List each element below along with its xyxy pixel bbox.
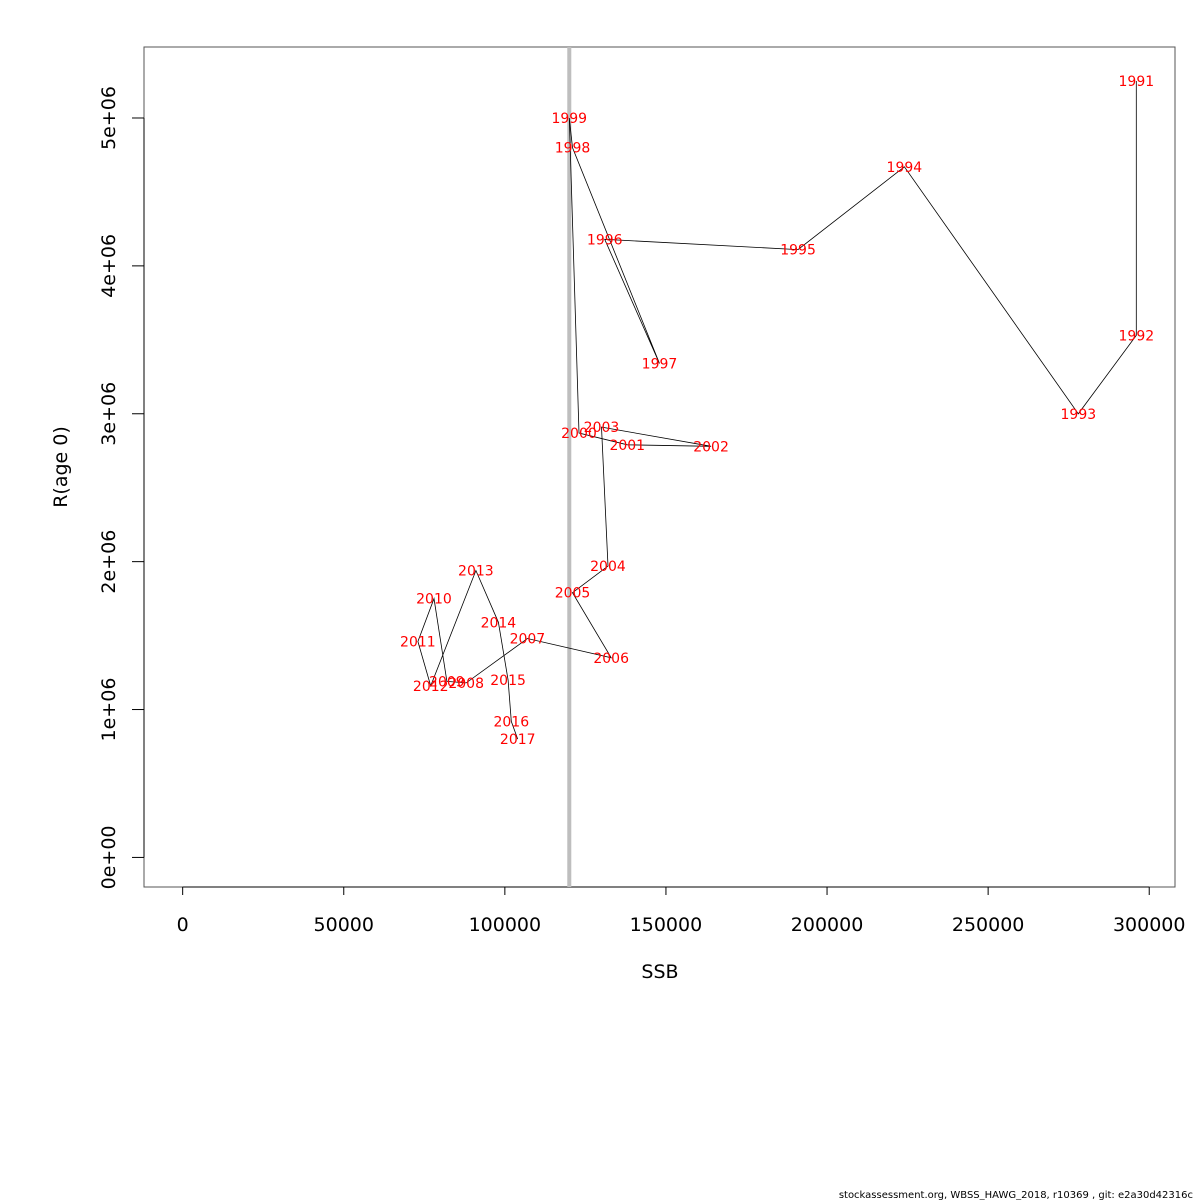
year-label-2012: 2012 (413, 679, 449, 695)
year-label-2015: 2015 (490, 673, 526, 689)
y-tick-label: 3e+06 (98, 382, 120, 446)
year-label-1999: 1999 (551, 111, 587, 127)
year-label-2003: 2003 (584, 420, 620, 436)
year-label-2006: 2006 (593, 651, 629, 667)
year-label-1998: 1998 (555, 141, 591, 157)
x-tick-label: 300000 (1113, 914, 1186, 936)
year-label-2009: 2009 (429, 674, 465, 690)
year-label-1995: 1995 (780, 243, 816, 259)
y-axis-label: R(age 0) (50, 426, 72, 508)
year-label-1996: 1996 (587, 232, 623, 248)
x-tick-label: 250000 (952, 914, 1025, 936)
year-label-2016: 2016 (493, 714, 529, 730)
y-tick-label: 5e+06 (98, 86, 120, 150)
footer-credit: stockassessment.org, WBSS_HAWG_2018, r10… (839, 1190, 1193, 1200)
year-label-2000: 2000 (561, 426, 597, 442)
y-axis: 0e+00 1e+06 2e+06 3e+06 4e+06 5e+06 (98, 86, 145, 889)
year-label-1997: 1997 (642, 356, 678, 372)
year-label-2017: 2017 (500, 732, 536, 748)
recruitment-series-line (417, 81, 1137, 740)
year-label-2014: 2014 (481, 615, 517, 631)
x-tick-label: 100000 (469, 914, 542, 936)
y-tick-label: 1e+06 (98, 678, 120, 742)
year-label-2010: 2010 (416, 592, 452, 608)
year-label-1991: 1991 (1119, 74, 1155, 90)
year-label-2001: 2001 (609, 438, 645, 454)
plot-frame (143, 46, 1176, 888)
y-tick-label: 2e+06 (98, 530, 120, 594)
x-tick-label: 0 (177, 914, 189, 936)
x-tick-label: 50000 (314, 914, 374, 936)
year-label-2004: 2004 (590, 559, 626, 575)
x-axis: 0 50000 100000 150000 200000 250000 300000 (177, 886, 1186, 936)
year-label-1994: 1994 (887, 160, 923, 176)
y-tick-label: 0e+00 (98, 825, 120, 889)
x-tick-label: 200000 (791, 914, 864, 936)
year-label-2013: 2013 (458, 564, 494, 580)
y-tick-label: 4e+06 (98, 234, 120, 298)
year-label-2002: 2002 (693, 439, 729, 455)
year-label-2008: 2008 (448, 676, 484, 692)
year-label-2007: 2007 (510, 632, 546, 648)
year-labels: 1991 1992 1993 1994 1995 1996 1997 1998 1999 2000… (400, 74, 1154, 748)
year-label-2005: 2005 (555, 586, 591, 602)
x-axis-label: SSB (641, 961, 678, 983)
year-label-2011: 2011 (400, 635, 436, 651)
year-label-1992: 1992 (1119, 328, 1155, 344)
year-label-1993: 1993 (1061, 407, 1097, 423)
x-tick-label: 150000 (630, 914, 703, 936)
